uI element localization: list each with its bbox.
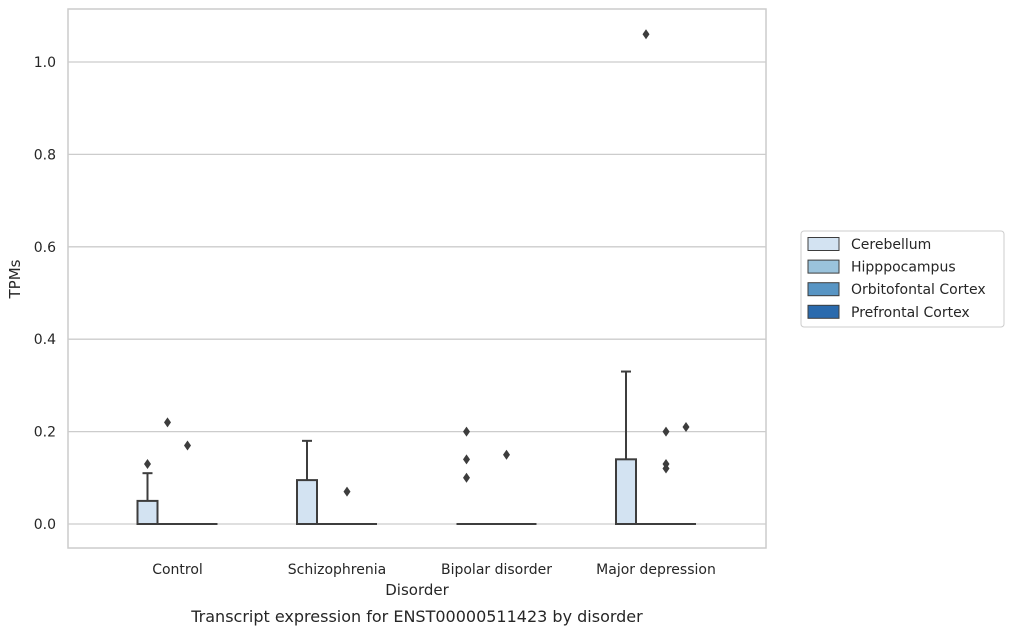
box-body <box>615 458 637 526</box>
legend-swatch <box>807 282 840 297</box>
figure-caption: Transcript expression for ENST0000051142… <box>190 607 643 626</box>
legend-label: Cerebellum <box>851 237 931 253</box>
x-tick-label: Bipolar disorder <box>441 562 552 578</box>
y-tick-label: 0.8 <box>34 147 56 163</box>
outlier-point <box>184 440 191 451</box>
legend-label: Hipppocampus <box>851 260 956 276</box>
outlier-point <box>343 486 351 497</box>
box-body <box>296 479 318 525</box>
x-tick-label: Schizophrenia <box>288 562 386 578</box>
legend-swatch <box>807 237 840 251</box>
outlier-point <box>463 454 470 465</box>
legend: Cerebellum Hipppocampus Orbitofontal Corte… <box>800 230 1005 328</box>
x-tick-label: Major depression <box>596 562 716 578</box>
outlier-point <box>164 417 171 428</box>
x-tick-label: Control <box>152 562 203 578</box>
outlier-point <box>503 449 510 460</box>
legend-label: Prefrontal Cortex <box>851 305 970 321</box>
y-tick-label: 0.6 <box>34 240 56 256</box>
box-0-0 <box>136 458 159 525</box>
legend-swatch <box>807 259 840 274</box>
outlier-point <box>662 458 670 469</box>
y-tick-label: 0.2 <box>34 425 56 441</box>
x-axis-title: Disorder <box>385 581 449 599</box>
box-2-2 <box>496 449 517 525</box>
y-tick-label: 1.0 <box>34 55 56 71</box>
box-3-3 <box>676 421 696 525</box>
box-1-0 <box>296 439 318 525</box>
box-2-0 <box>456 426 477 525</box>
box-3-2 <box>656 426 676 525</box>
box-3-1 <box>636 29 656 525</box>
box-1-2 <box>337 486 357 525</box>
legend-label: Orbitofontal Cortex <box>851 282 986 298</box>
outlier-point <box>642 29 650 40</box>
box-body <box>136 499 159 525</box>
outlier-point <box>463 426 470 437</box>
outlier-point <box>463 472 470 483</box>
plot-background <box>68 9 766 548</box>
box-3-0 <box>615 370 637 526</box>
plot-frame <box>67 8 767 549</box>
y-tick-label: 0.0 <box>34 517 56 533</box>
box-0-2 <box>177 440 198 525</box>
y-axis-title: TPMs <box>6 259 24 299</box>
outlier-point <box>682 421 690 432</box>
y-tick-label: 0.4 <box>34 332 56 348</box>
outlier-point <box>662 426 670 437</box>
box-0-1 <box>157 417 178 525</box>
legend-frame <box>800 230 1005 328</box>
legend-swatch <box>807 304 840 319</box>
outlier-point <box>144 458 151 469</box>
